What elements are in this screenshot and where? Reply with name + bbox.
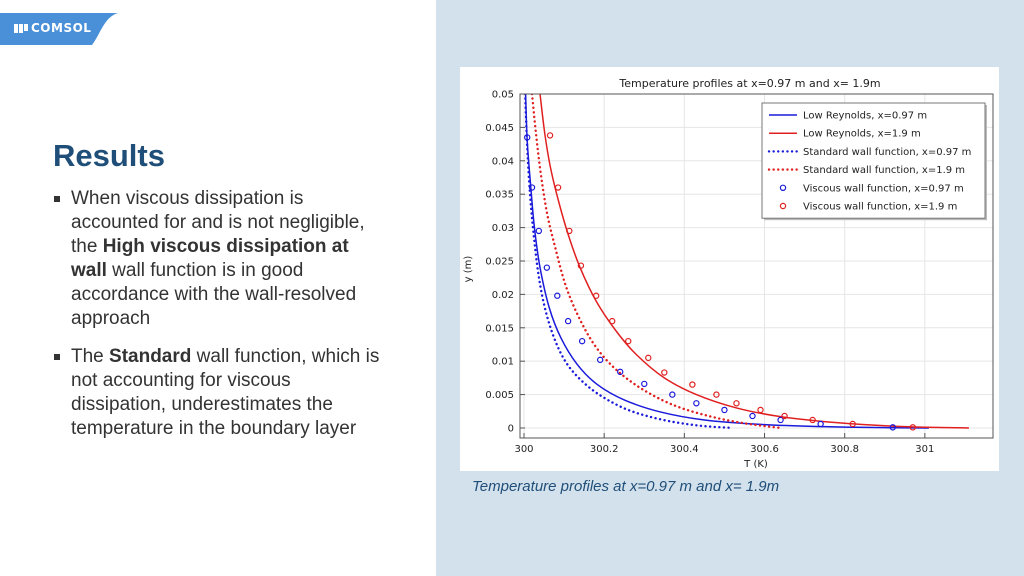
bullet-marker: [54, 196, 60, 202]
series-viscous-wall-function-x-0-97-m-point: [528, 184, 536, 191]
y-tick-label: 0.03: [492, 223, 514, 234]
series-viscous-wall-function-x-1-9-m-point: [909, 424, 917, 431]
bullet-list: When viscous dissipation is accounted fo…: [54, 187, 384, 455]
series-viscous-wall-function-x-1-9-m-point: [757, 406, 764, 414]
series-viscous-wall-function-x-0-97-m-point: [749, 412, 756, 420]
series-viscous-wall-function-x-0-97-m-point: [889, 424, 896, 431]
series-viscous-wall-function-x-0-97-m-point: [669, 391, 676, 398]
series-viscous-wall-function-x-1-9-m-point: [713, 391, 720, 398]
x-axis-label: T (K): [743, 459, 768, 470]
legend-entry: Standard wall function, x=0.97 m: [803, 147, 971, 158]
bullet1-bold: High viscous dissipation at wall: [71, 236, 349, 281]
legend-marker: [779, 184, 787, 192]
logo-text: COMSOL: [31, 21, 92, 35]
y-tick-label: 0.005: [485, 390, 514, 401]
series-viscous-wall-function-x-1-9-m-point: [566, 227, 573, 235]
chart-container: 300 300.2 300.4 300.6 300.8 301 0 0.005 0.01 0.01…: [460, 67, 999, 471]
series-viscous-wall-function-x-0-97-m-point: [777, 416, 784, 424]
bullet1-text-end: wall function is in good accordance with…: [71, 260, 357, 329]
legend-entry: Viscous wall function, x=0.97 m: [803, 183, 964, 194]
y-tick-label: 0: [508, 423, 514, 434]
y-tick-label: 0.04: [492, 156, 514, 167]
temperature-profile-chart: 300 300.2 300.4 300.6 300.8 301 0 0.005 0.01 0.01…: [463, 77, 994, 470]
bullet-standard-wall-function: The Standard wall function, which is not…: [54, 345, 384, 441]
chart-grid: [520, 93, 993, 438]
series-viscous-wall-function-x-0-97-m-point: [524, 134, 531, 141]
chart-title: Temperature profiles at x=0.97 m and x= …: [618, 77, 880, 90]
bullet-marker: [54, 354, 60, 360]
series-viscous-wall-function-x-1-9-m-point: [849, 420, 856, 428]
legend-box: [761, 102, 986, 219]
x-tick-label: 300.4: [670, 444, 699, 455]
series-viscous-wall-function-x-0-97-m-point: [543, 264, 551, 271]
x-tick-label: 300: [514, 444, 533, 455]
chart-axes: 300 300.2 300.4 300.6 300.8 301 0 0.005 0.01 0.01…: [485, 90, 994, 455]
x-tick-label: 300.8: [830, 444, 859, 455]
series-standard-wall-function-x-1-9-m-line: [530, 94, 782, 430]
series-viscous-wall-function-x-0-97-m-point: [693, 400, 700, 407]
series-viscous-wall-function-x-1-9-m-point: [781, 412, 788, 420]
series-viscous-wall-function-x-0-97-m-point: [554, 292, 561, 299]
y-tick-label: 0.035: [485, 190, 514, 201]
bullet2-text-end: wall function, which is not accounting f…: [71, 346, 380, 439]
y-tick-label: 0.05: [492, 90, 514, 101]
series-viscous-wall-function-x-1-9-m-point: [608, 317, 616, 325]
x-tick-label: 300.2: [590, 444, 619, 455]
series-viscous-wall-function-x-1-9-m-point: [809, 416, 816, 424]
series-viscous-wall-function-x-0-97-m-point: [641, 380, 648, 388]
y-axis-label: y (m): [463, 256, 474, 283]
bullet-viscous-dissipation: When viscous dissipation is accounted fo…: [54, 187, 384, 331]
chart-legend: Low Reynolds, x=0.97 m Low Reynolds, x=1.…: [761, 102, 987, 221]
plot-frame: [519, 93, 994, 439]
comsol-logo: COMSOL: [0, 13, 118, 45]
bullet2-text-start: The: [71, 346, 110, 367]
series-viscous-wall-function-x-1-9-m-point: [645, 354, 652, 362]
series-viscous-wall-function-x-1-9-m-point: [733, 400, 740, 407]
plot-area: [524, 94, 969, 431]
series-viscous-wall-function-x-1-9-m-point: [577, 262, 585, 269]
y-tick-label: 0.045: [485, 123, 514, 134]
legend-entry: Standard wall function, x=1.9 m: [803, 165, 965, 176]
series-viscous-wall-function-x-0-97-m-point: [535, 227, 543, 235]
series-viscous-wall-function-x-1-9-m-point: [592, 292, 600, 299]
bullet2-bold: Standard: [109, 346, 192, 367]
y-tick-label: 0.02: [492, 290, 514, 301]
series-viscous-wall-function-x-0-97-m-point: [596, 356, 604, 364]
figure-caption: Temperature profiles at x=0.97 m and x= …: [472, 478, 780, 495]
y-tick-label: 0.015: [485, 323, 514, 334]
legend-marker: [779, 202, 787, 210]
series-viscous-wall-function-x-0-97-m-point: [721, 406, 728, 414]
legend-entry: Viscous wall function, x=1.9 m: [803, 202, 957, 213]
chart-curves: [524, 94, 969, 431]
bullet1-text-start: When viscous dissipation is accounted fo…: [71, 188, 365, 257]
y-tick-label: 0.01: [492, 357, 514, 368]
series-viscous-wall-function-x-1-9-m-point: [661, 369, 668, 376]
legend-entry: Low Reynolds, x=1.9 m: [803, 129, 921, 140]
slide-title: Results: [53, 138, 165, 173]
y-tick-label: 0.025: [485, 256, 514, 267]
legend-entry: Low Reynolds, x=0.97 m: [803, 111, 927, 122]
x-tick-label: 300.6: [750, 444, 779, 455]
series-viscous-wall-function-x-0-97-m-point: [578, 337, 586, 345]
series-viscous-wall-function-x-0-97-m-point: [564, 317, 572, 325]
series-viscous-wall-function-x-1-9-m-point: [546, 132, 554, 139]
series-viscous-wall-function-x-0-97-m-point: [617, 368, 624, 376]
series-viscous-wall-function-x-0-97-m-point: [817, 420, 824, 428]
x-tick-label: 301: [915, 444, 934, 455]
series-low-reynolds-x-1-9-m-line: [539, 94, 969, 429]
series-low-reynolds-x-0-97-m-line: [524, 94, 929, 429]
series-viscous-wall-function-x-1-9-m-point: [625, 337, 632, 345]
series-viscous-wall-function-x-1-9-m-point: [689, 381, 696, 388]
series-viscous-wall-function-x-1-9-m-point: [554, 184, 562, 191]
